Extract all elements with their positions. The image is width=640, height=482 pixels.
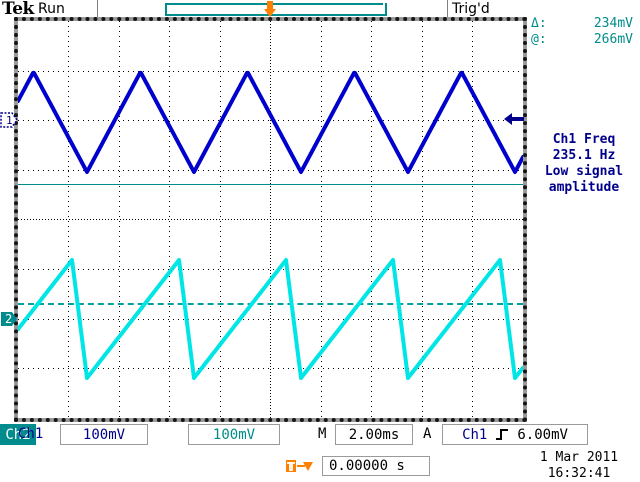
measurement-row: Δ: 234mV [531, 16, 639, 32]
date-time-display: 1 Mar 2011 16:32:41 [520, 450, 638, 482]
ch1-warning-line2: amplitude [548, 180, 620, 195]
ch1-freq-label: Ch1 Freq [552, 132, 616, 147]
timebase-label: M [318, 426, 327, 442]
ch2-label[interactable]: Ch2 [0, 424, 36, 445]
gridline-h [18, 368, 523, 369]
rising-edge-icon [496, 429, 509, 440]
trigger-settings-field[interactable]: Ch1 6.00mV [442, 424, 588, 445]
trigger-delay-icon [286, 460, 313, 472]
cursor-1-solid[interactable] [18, 184, 523, 185]
trigger-source-label: A [423, 426, 432, 442]
ch2-reference-number: 2 [5, 312, 12, 326]
cursor-measurement-panel: Δ: 234mV @: 266mV [531, 16, 639, 48]
graticule-frame [14, 17, 527, 422]
gridline-h [18, 71, 523, 72]
time-label: 16:32:41 [547, 466, 611, 481]
trigger-level: 6.00mV [517, 426, 568, 443]
ch1-reference-marker[interactable]: 1 [0, 112, 18, 128]
date-label: 1 Mar 2011 [539, 450, 619, 465]
waveform-traces [18, 70, 523, 380]
gridline-h-center [18, 219, 523, 220]
at-value: 266mV [593, 32, 633, 47]
settings-bar: Ch1 100mV Ch2 100mV M 2.00ms A Ch1 6.00m… [0, 424, 640, 446]
top-status-bar: Tek Run Trig'd [0, 0, 640, 19]
delta-value: 234mV [593, 16, 633, 31]
trigger-channel: Ch1 [462, 426, 488, 443]
ch1-level-arrow-icon[interactable] [504, 112, 524, 126]
gridline-h [18, 269, 523, 270]
at-label: @: [531, 32, 547, 47]
ch2-reference-marker[interactable]: 2 [0, 311, 18, 327]
trigger-state-label: Trig'd [452, 1, 490, 17]
acquisition-window-bracket [165, 3, 387, 16]
ch1-waveform-trace [18, 70, 523, 174]
gridline-h [18, 170, 523, 171]
ch1-measurement-panel: Ch1 Freq 235.1 Hz Low signal amplitude [528, 132, 640, 196]
waveform-graticule[interactable] [18, 21, 523, 418]
measurement-row: @: 266mV [531, 32, 639, 48]
trigger-position-marker-top[interactable] [264, 1, 276, 17]
ch2-scale-field[interactable]: 100mV [188, 424, 280, 445]
ch1-reference-number: 1 [6, 114, 13, 127]
ch1-warning-line1: Low signal [544, 164, 624, 179]
status-separator-left [97, 0, 98, 18]
acquisition-window-line [165, 3, 383, 5]
gridline-h [18, 319, 523, 320]
ch1-freq-value: 235.1 Hz [552, 148, 616, 163]
tek-logo: Tek [2, 0, 34, 19]
ch2-waveform-trace [18, 258, 523, 380]
timebase-field[interactable]: 2.00ms [335, 424, 413, 445]
ch1-label[interactable]: Ch1 [18, 426, 44, 442]
ch1-scale-field[interactable]: 100mV [60, 424, 148, 445]
run-state-label: Run [38, 1, 65, 17]
status-separator-right [447, 0, 448, 18]
trigger-delay-field[interactable]: 0.00000 s [322, 456, 430, 476]
cursor-2-dashed[interactable] [18, 303, 523, 305]
delta-label: Δ: [531, 16, 547, 31]
gridline-h [18, 120, 523, 121]
